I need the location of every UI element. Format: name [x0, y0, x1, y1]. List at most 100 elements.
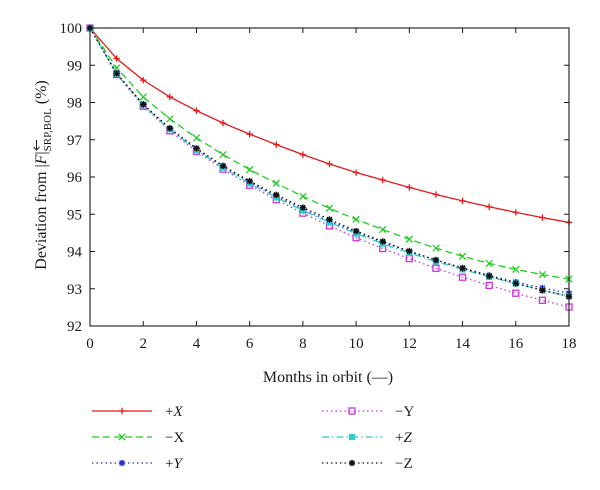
data-point: [273, 141, 280, 148]
vector-arrow-icon: [33, 140, 40, 151]
data-point: [113, 70, 120, 77]
marker-square: [348, 407, 356, 415]
data-point: [118, 433, 126, 441]
marker-plus: [326, 160, 333, 168]
data-point: [140, 76, 147, 84]
y-axis-title-subscript: SRP,BOL: [42, 108, 54, 151]
marker-star: [299, 204, 307, 211]
marker-plus: [539, 214, 546, 221]
x-tick-label: 6: [246, 336, 254, 352]
y-tick-label: 97: [67, 133, 83, 149]
marker-x: [538, 270, 547, 279]
series-3: [86, 24, 573, 311]
marker-x: [219, 150, 227, 159]
data-point: [348, 407, 356, 415]
x-tick-label: 14: [455, 336, 471, 352]
data-point: [485, 259, 493, 268]
y-tick-label: 100: [60, 21, 83, 37]
legend-item-4: +Z: [322, 430, 412, 446]
data-point: [539, 214, 546, 221]
data-point: [459, 197, 466, 205]
marker-x: [432, 244, 440, 252]
marker-star: [432, 256, 440, 264]
data-point: [219, 119, 227, 127]
data-point: [512, 209, 519, 216]
marker-x: [246, 165, 254, 174]
legend-label: +Y: [165, 456, 183, 472]
data-point: [219, 150, 227, 159]
data-point: [113, 55, 120, 62]
legend-label: −Y: [395, 404, 414, 420]
data-point: [326, 216, 333, 223]
y-tick-label: 96: [67, 170, 83, 186]
data-point: [379, 176, 386, 184]
marker-plus: [299, 151, 307, 158]
x-axis-title: Months in orbit (—): [263, 369, 393, 386]
y-tick-label: 94: [67, 245, 83, 261]
marker-star: [352, 227, 360, 235]
marker-plus: [118, 407, 126, 415]
marker-square: [512, 289, 520, 297]
data-point: [405, 235, 413, 243]
marker-star: [166, 125, 174, 132]
data-point: [272, 179, 280, 187]
data-point: [348, 433, 356, 441]
marker-star: [246, 177, 253, 185]
data-point: [458, 273, 467, 281]
data-point: [246, 177, 253, 185]
x-tick-label: 18: [562, 336, 577, 352]
data-point: [512, 289, 520, 297]
data-point: [432, 256, 440, 264]
y-axis-title-prefix: Deviation from |: [33, 164, 50, 269]
marker-x: [272, 179, 280, 187]
data-point: [352, 169, 360, 176]
marker-x: [325, 204, 334, 212]
marker-star: [539, 287, 546, 294]
marker-x: [139, 93, 147, 101]
marker-plus: [140, 76, 147, 84]
data-point: [432, 191, 440, 198]
marker-x: [118, 433, 126, 441]
legend-label: −Z: [395, 456, 413, 472]
marker-star: [348, 459, 356, 467]
legend-item-3: −Y: [322, 404, 414, 420]
y-tick-label: 92: [67, 319, 82, 335]
x-tick-label: 8: [299, 336, 307, 352]
marker-square: [458, 273, 467, 281]
y-tick-label: 99: [67, 58, 82, 74]
x-tick-label: 12: [402, 336, 417, 352]
data-point: [406, 184, 413, 191]
legend-item-0: +X: [92, 404, 183, 420]
legend-label: −X: [165, 430, 184, 446]
marker-plus: [352, 169, 360, 176]
data-point: [299, 204, 307, 211]
marker-star: [379, 238, 386, 245]
marker-plus: [459, 197, 466, 205]
data-point: [139, 93, 147, 101]
data-point: [348, 459, 356, 467]
marker-filled-square: [348, 433, 356, 441]
x-tick-label: 2: [139, 336, 147, 352]
marker-star: [273, 191, 280, 199]
data-point: [299, 151, 307, 158]
series-1: [86, 24, 573, 283]
y-tick-label: 95: [67, 207, 82, 223]
data-point: [192, 134, 201, 142]
y-axis-title-suffix: (%): [33, 80, 50, 108]
marker-plus: [219, 119, 227, 127]
marker-plus: [166, 93, 174, 101]
marker-star: [118, 459, 126, 467]
legend-label: +Z: [395, 430, 412, 446]
series-2: [86, 24, 573, 297]
x-tick-label: 0: [86, 336, 94, 352]
data-point: [485, 272, 493, 280]
data-point: [406, 247, 413, 255]
series-line: [89, 27, 570, 308]
marker-plus: [246, 130, 253, 138]
data-point: [166, 115, 174, 123]
plot-area: [86, 24, 573, 311]
marker-square: [538, 296, 547, 304]
marker-plus: [485, 203, 493, 210]
marker-x: [512, 265, 520, 274]
